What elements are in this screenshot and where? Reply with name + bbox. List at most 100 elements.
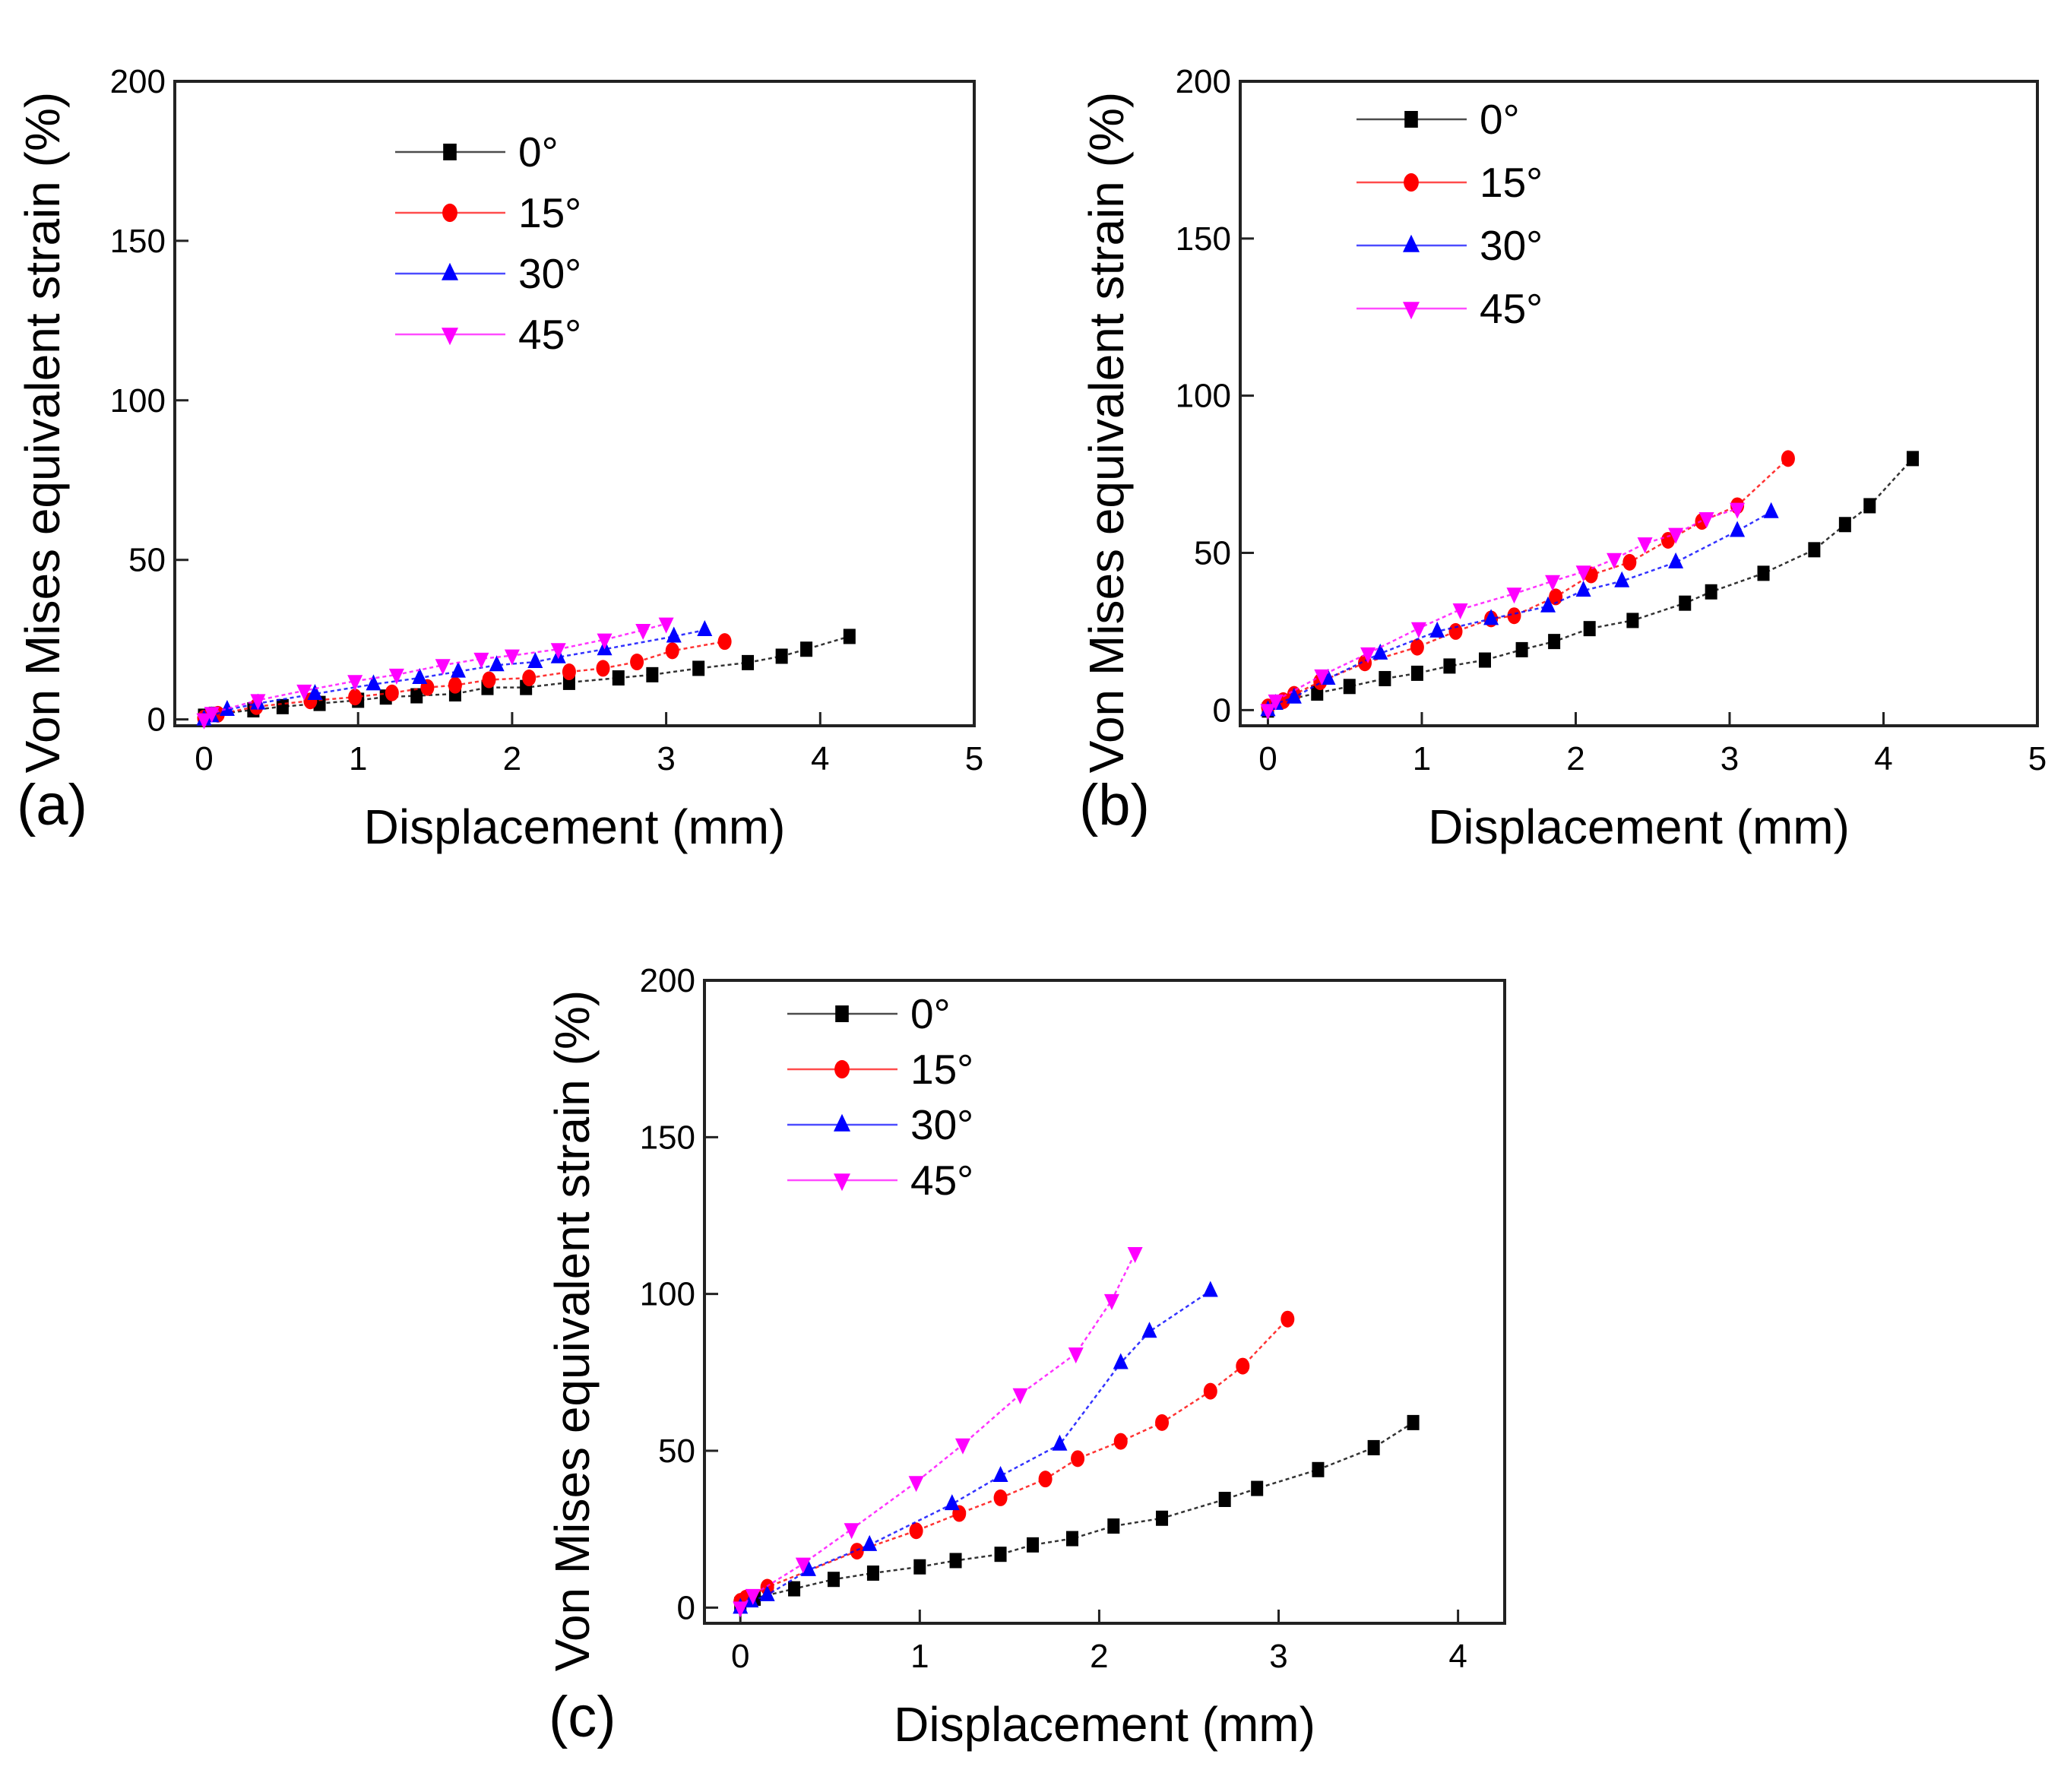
data-point xyxy=(1218,1491,1231,1507)
data-point xyxy=(844,1523,859,1540)
data-point xyxy=(597,633,613,650)
data-point xyxy=(435,659,451,676)
legend-label: 45° xyxy=(518,311,581,358)
legend-entry: 45° xyxy=(1356,285,1543,332)
data-point xyxy=(219,700,235,717)
y-tick-label: 0 xyxy=(677,1589,695,1626)
data-point xyxy=(1260,704,1276,720)
legend-label: 30° xyxy=(1480,222,1543,269)
data-point xyxy=(994,1547,1007,1562)
data-point xyxy=(1281,1310,1295,1328)
data-point xyxy=(908,1476,924,1493)
x-tick-label: 4 xyxy=(1448,1638,1467,1675)
legend-label: 0° xyxy=(910,990,951,1037)
data-point xyxy=(1757,565,1770,581)
y-tick-label: 100 xyxy=(640,1276,695,1313)
data-point xyxy=(1372,643,1388,660)
data-point xyxy=(1515,641,1528,657)
data-point xyxy=(944,1494,960,1511)
data-point xyxy=(410,688,423,704)
x-tick-label: 0 xyxy=(731,1638,749,1675)
data-point xyxy=(1583,621,1596,637)
legend-entry: 15° xyxy=(1356,159,1543,206)
data-point xyxy=(646,666,659,682)
data-point xyxy=(1906,451,1919,467)
y-tick-label: 150 xyxy=(1176,220,1231,258)
data-point xyxy=(1548,634,1561,650)
legend-marker xyxy=(1403,302,1420,320)
y-tick-label: 150 xyxy=(640,1119,695,1156)
panel-label: (b) xyxy=(1079,773,1150,837)
data-point xyxy=(692,660,705,676)
series-line xyxy=(1267,457,1914,711)
data-point xyxy=(733,1601,749,1618)
data-point xyxy=(1540,596,1556,613)
legend-marker xyxy=(835,1005,849,1022)
data-point xyxy=(1320,668,1336,685)
legend-marker xyxy=(442,328,458,346)
y-tick-label: 200 xyxy=(1176,63,1231,100)
x-axis-label: Displacement (mm) xyxy=(1428,799,1850,854)
data-point xyxy=(1668,527,1684,544)
data-point xyxy=(1679,595,1692,611)
series-line xyxy=(1267,508,1738,711)
panel-label: (a) xyxy=(17,773,87,837)
x-tick-label: 3 xyxy=(1721,740,1739,777)
data-point xyxy=(1549,588,1563,606)
x-tick-label: 2 xyxy=(1090,1638,1108,1675)
plot-frame xyxy=(173,80,976,727)
data-point xyxy=(596,660,610,677)
legend-label: 0° xyxy=(1480,96,1520,143)
data-point xyxy=(949,1553,962,1569)
series-2 xyxy=(196,620,713,726)
data-point xyxy=(1407,1414,1420,1430)
series-line xyxy=(739,1421,1414,1606)
data-point xyxy=(1763,502,1779,518)
y-tick-label: 0 xyxy=(1213,692,1231,729)
data-point xyxy=(1730,521,1746,537)
y-tick-label: 200 xyxy=(110,63,166,100)
legend-marker xyxy=(442,262,458,280)
data-point xyxy=(1141,1322,1157,1338)
data-point xyxy=(385,684,399,701)
data-point xyxy=(482,671,496,689)
series-0 xyxy=(1262,451,1919,718)
series-0 xyxy=(734,1414,1420,1613)
data-point xyxy=(1607,552,1622,569)
data-point xyxy=(1367,1439,1380,1455)
legend-marker xyxy=(442,203,457,223)
legend-label: 15° xyxy=(1480,159,1543,206)
data-point xyxy=(450,661,466,678)
data-point xyxy=(1107,1518,1120,1534)
data-point xyxy=(1066,1531,1079,1547)
data-point xyxy=(562,663,576,681)
chart-2: 0 1 2 3 4 0 50 100 150 200 Displacement (mm) Von Mi… xyxy=(545,962,1506,1752)
data-point xyxy=(347,675,363,692)
legend-marker xyxy=(834,1113,850,1132)
data-point xyxy=(954,1438,970,1455)
data-point xyxy=(666,626,682,643)
x-tick-label: 0 xyxy=(1258,740,1277,777)
series-line xyxy=(204,628,705,720)
data-point xyxy=(1478,652,1491,668)
data-point xyxy=(1506,587,1522,604)
data-point xyxy=(850,1543,864,1560)
legend-marker xyxy=(1404,111,1418,128)
series-line xyxy=(739,1290,1211,1609)
data-point xyxy=(1052,1434,1068,1451)
data-point xyxy=(1268,694,1284,711)
data-point xyxy=(612,670,625,686)
y-tick-label: 50 xyxy=(1194,534,1231,571)
legend-marker xyxy=(1404,173,1419,192)
data-point xyxy=(1781,450,1795,467)
legend-label: 0° xyxy=(518,128,559,176)
data-point xyxy=(1236,1357,1250,1375)
data-point xyxy=(489,655,505,672)
x-tick-label: 2 xyxy=(503,740,521,777)
data-point xyxy=(1698,511,1714,528)
data-point xyxy=(1156,1510,1169,1526)
data-point xyxy=(1614,571,1630,587)
legend-marker xyxy=(834,1059,850,1079)
data-point xyxy=(1155,1414,1170,1431)
